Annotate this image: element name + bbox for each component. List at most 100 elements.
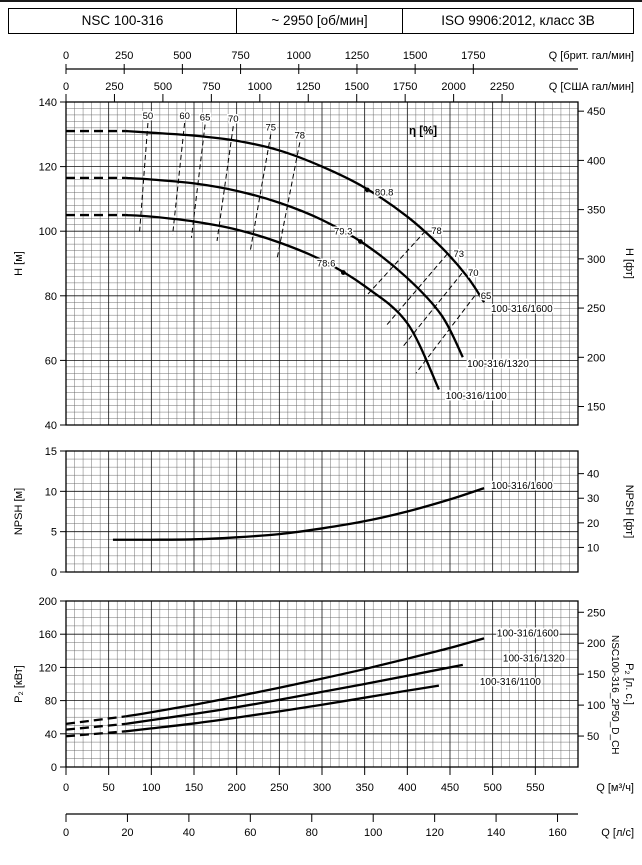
curve-label: 100-316/1100 <box>480 677 541 688</box>
y-tick-label-left: 60 <box>45 355 57 367</box>
efficiency-line-50 <box>138 122 149 235</box>
x-tick-label: 100 <box>364 827 382 839</box>
curve-100-316/1100 <box>125 213 440 390</box>
x-tick-label: 500 <box>154 81 172 93</box>
efficiency-label: 70 <box>468 268 479 279</box>
x-tick-label: 250 <box>270 782 288 794</box>
x-tick-label: 120 <box>425 827 443 839</box>
efficiency-label: 78 <box>295 130 306 141</box>
efficiency-line-78 <box>276 142 301 261</box>
panel-border-npsh <box>65 450 579 573</box>
curve-100-316/1600 <box>125 637 485 718</box>
y-tick-label-left: 80 <box>45 291 57 303</box>
efficiency-line-65 <box>190 124 206 238</box>
eta-axis-title: η [%] <box>409 125 437 137</box>
x-tick-label: 0 <box>63 827 69 839</box>
y-axis-title-left-npsh: NPSH [м] <box>13 488 25 535</box>
x-tick-label: 60 <box>244 827 256 839</box>
axes <box>65 68 579 815</box>
efficiency-line-78 <box>366 230 426 297</box>
bep-label: 80.8 <box>375 188 394 199</box>
curve-label: 100-316/1100 <box>446 391 507 402</box>
curve-100-316/1320 <box>125 176 464 358</box>
y-tick-label-right: 250 <box>587 607 605 619</box>
x-tick-label: 250 <box>115 50 133 62</box>
efficiency-label: 50 <box>143 111 154 122</box>
y-axis-title-left-head: H [м] <box>13 251 25 276</box>
x-axis-title-m3h: Q [м³/ч] <box>596 782 634 794</box>
x-tick-label: 1750 <box>393 81 417 93</box>
y-tick-label-right: 50 <box>587 731 599 743</box>
y-axis-title-right-head: H [фт] <box>623 248 635 279</box>
y-tick-label-right: 10 <box>587 542 599 554</box>
y-tick-label-left: 40 <box>45 420 57 432</box>
y-tick-label-right: 350 <box>587 205 605 217</box>
x-tick-label: 1000 <box>248 81 272 93</box>
y-tick-label-right: 100 <box>587 700 605 712</box>
title-bar: NSC 100-316 ~ 2950 [об/мин] ISO 9906:201… <box>8 8 634 34</box>
y-tick-label-left: 140 <box>39 97 57 109</box>
x-tick-label: 160 <box>548 827 566 839</box>
tick-marks <box>60 64 584 822</box>
x-tick-label: 100 <box>142 782 160 794</box>
y-tick-label-left: 0 <box>51 567 57 579</box>
annotations: 100-316/1600 100-316/1320 100-316/1100 50 60… <box>141 109 620 754</box>
x-tick-label: 300 <box>313 782 331 794</box>
bep-label: 79.3 <box>334 226 353 237</box>
efficiency-label: 73 <box>453 249 464 260</box>
y-axis-title-left-power: P₂ [кВт] <box>13 665 25 703</box>
bep-label: 78.6 <box>317 259 336 270</box>
x-tick-label: 750 <box>231 50 249 62</box>
curve-dashed-100-316/1600 <box>65 715 126 725</box>
x-tick-label: 200 <box>227 782 245 794</box>
y-tick-label-right: 20 <box>587 518 599 530</box>
curve-label: 100-316/1600 <box>491 481 553 492</box>
x-tick-label: 1750 <box>461 50 485 62</box>
curve-dashed-100-316/1320 <box>65 722 126 731</box>
y-tick-label-left: 80 <box>45 696 57 708</box>
x-tick-label: 400 <box>398 782 416 794</box>
x-tick-label: 50 <box>103 782 115 794</box>
x-tick-label: 20 <box>121 827 133 839</box>
y-tick-label-left: 120 <box>39 662 57 674</box>
y-tick-label-right: 40 <box>587 469 599 481</box>
curve-label: 100-316/1320 <box>467 359 529 370</box>
y-tick-label-right: 300 <box>587 254 605 266</box>
bep-dot <box>340 270 346 275</box>
curve-label: 100-316/1600 <box>491 304 553 315</box>
bep-dot <box>358 239 363 244</box>
y-tick-label-right: 150 <box>587 669 605 681</box>
efficiency-label: 70 <box>228 114 239 125</box>
y-tick-label-left: 0 <box>51 762 57 774</box>
x-tick-label: 250 <box>105 81 123 93</box>
major-grid-lines <box>66 102 578 767</box>
x-axis-title-ls: Q [л/с] <box>601 827 634 839</box>
x-tick-label: 140 <box>487 827 505 839</box>
y-tick-label-right: 400 <box>587 155 605 167</box>
x-tick-label: 0 <box>63 50 69 62</box>
curve-100-316/1320 <box>125 663 464 725</box>
x-tick-label: 0 <box>63 782 69 794</box>
efficiency-line-60 <box>172 122 186 235</box>
y-tick-label-left: 100 <box>39 226 57 238</box>
y-tick-label-right: 200 <box>587 638 605 650</box>
x-tick-label: 500 <box>173 50 191 62</box>
x-tick-label: 0 <box>63 81 69 93</box>
x-axis-title-imp-gpm: Q [брит. гал/мин] <box>549 50 634 62</box>
y-tick-label-left: 200 <box>39 596 57 608</box>
y-tick-label-left: 120 <box>39 162 57 174</box>
x-tick-label: 1250 <box>296 81 320 93</box>
efficiency-label: 60 <box>179 111 190 122</box>
curve-100-316/1100 <box>125 684 440 733</box>
y-tick-label-right: 200 <box>587 352 605 364</box>
efficiency-line-65 <box>415 295 476 374</box>
y-axis-title-right-npsh: NPSH [фт] <box>623 485 635 539</box>
y-tick-label-right: 450 <box>587 106 605 118</box>
x-tick-label: 500 <box>483 782 501 794</box>
curves <box>65 122 486 738</box>
efficiency-label: 78 <box>431 226 442 237</box>
x-tick-label: 1500 <box>403 50 427 62</box>
y-tick-label-right: 30 <box>587 493 599 505</box>
